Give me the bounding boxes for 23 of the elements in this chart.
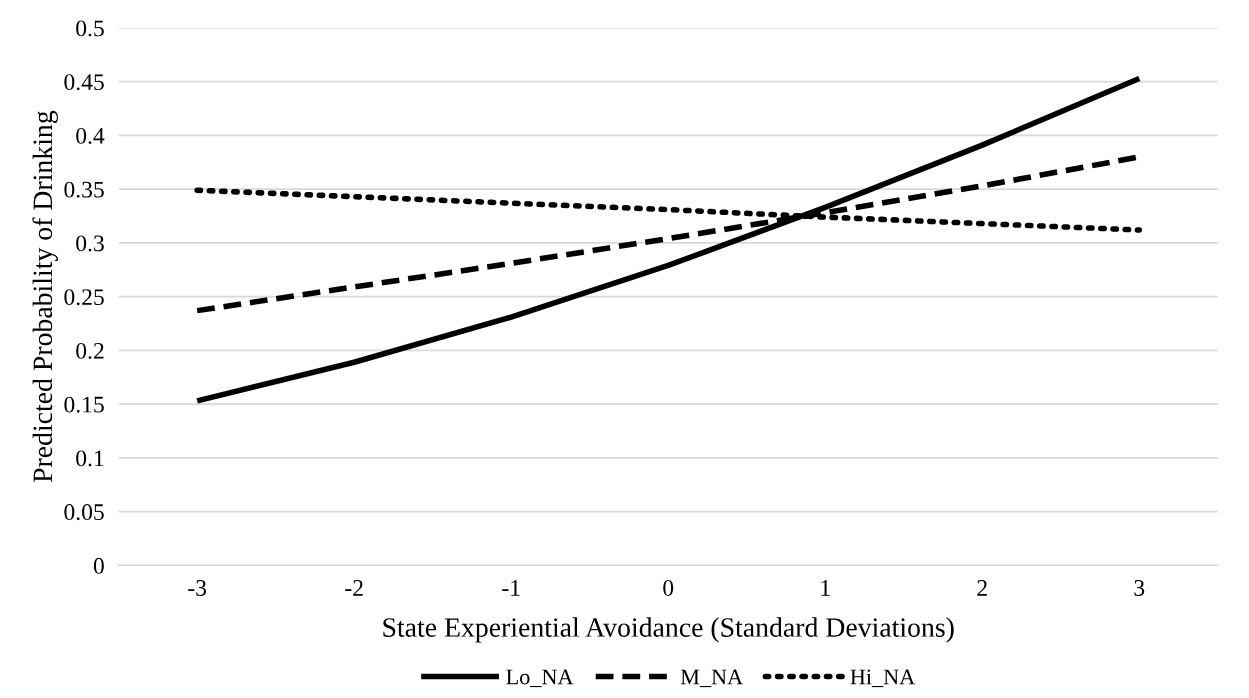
x-tick-label: -3 [188, 580, 207, 596]
x-tick-label: 3 [1134, 580, 1145, 596]
y-tick-label: 0.25 [64, 289, 104, 306]
legend-label: Hi_NA [850, 669, 916, 688]
x-tick-label: 0 [663, 579, 674, 596]
y-tick-label: 0.1 [76, 450, 104, 467]
y-tick-label: 0.4 [76, 127, 105, 144]
y-tick-label: 0.5 [76, 20, 104, 37]
y-tick-label: 0.15 [64, 396, 104, 413]
y-tick-label: 0.2 [76, 342, 104, 359]
y-tick-label: 0.3 [76, 235, 104, 252]
legend-label: Lo_NA [506, 669, 574, 688]
x-axis-title: State Experiential Avoidance (Standard Deviations) [383, 617, 954, 643]
y-tick-label: 0.45 [64, 74, 104, 91]
legend-label: M_NA [680, 669, 743, 688]
x-tick-label: -1 [502, 580, 520, 596]
x-tick-label: -2 [345, 580, 363, 596]
x-tick-label: 1 [821, 580, 830, 596]
y-tick-label: 0.05 [64, 504, 104, 521]
y-tick-label: 0 [93, 557, 104, 574]
y-tick-label: 0.35 [64, 181, 104, 198]
x-tick-label: 2 [977, 580, 987, 596]
y-axis-title: Predicted Probability of Drinking [32, 110, 58, 483]
